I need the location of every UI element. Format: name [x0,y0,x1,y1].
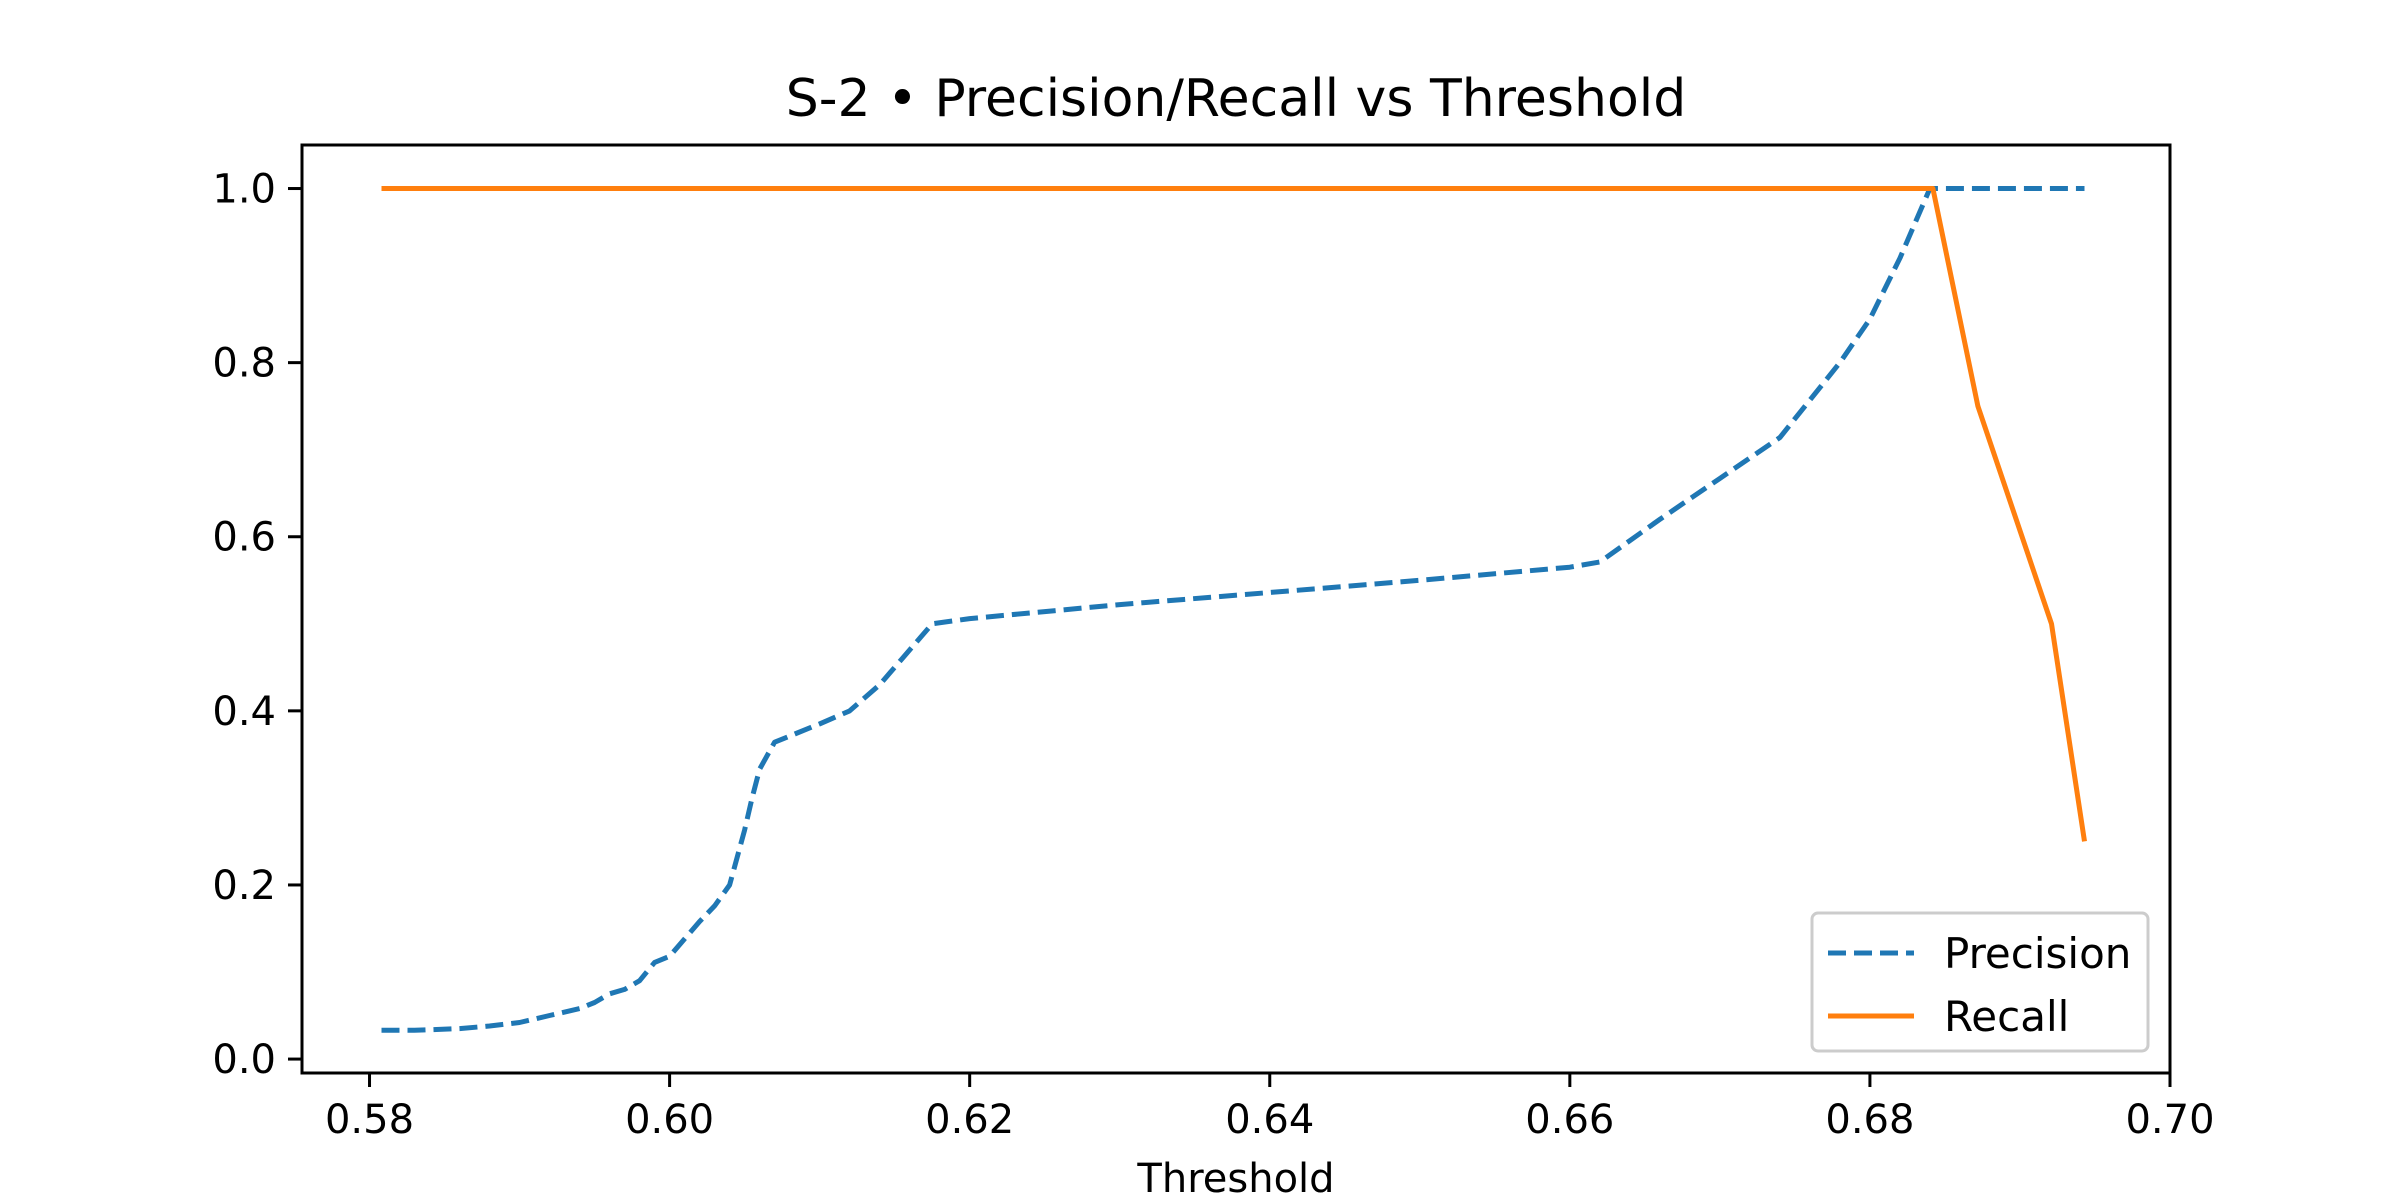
plot-area [381,186,2087,1033]
legend: Precision Recall [1810,911,2150,1053]
x-tick-label: 0.64 [1225,1097,1314,1143]
axes-frame [300,143,2172,1075]
x-tick-label: 0.58 [325,1097,414,1143]
legend-label-recall: Recall [1944,992,2069,1041]
x-tick-label: 0.70 [2125,1097,2214,1143]
y-tick-label: 0.0 [212,1037,276,1083]
y-tick-label: 0.6 [212,515,276,561]
series-line-precision [381,186,2085,1033]
x-tick-label: 0.62 [925,1097,1014,1143]
axes: 0.58 0.60 0.62 0.64 0.66 0.68 0.70 0.0 0.2 0.4 0.6… [212,143,2215,1143]
y-tick-label: 0.2 [212,863,276,909]
series-line-recall [381,186,2087,842]
x-tick-label: 0.60 [625,1097,714,1143]
x-tick-label: 0.68 [1825,1097,1914,1143]
chart-title: S-2 • Precision/Recall vs Threshold [786,69,1686,129]
legend-label-precision: Precision [1944,929,2131,978]
x-axis-label: Threshold [1136,1156,1334,1200]
y-tick-label: 0.8 [212,341,276,387]
y-tick-label: 0.4 [212,689,276,735]
y-tick-label: 1.0 [212,167,276,213]
x-tick-label: 0.66 [1525,1097,1614,1143]
